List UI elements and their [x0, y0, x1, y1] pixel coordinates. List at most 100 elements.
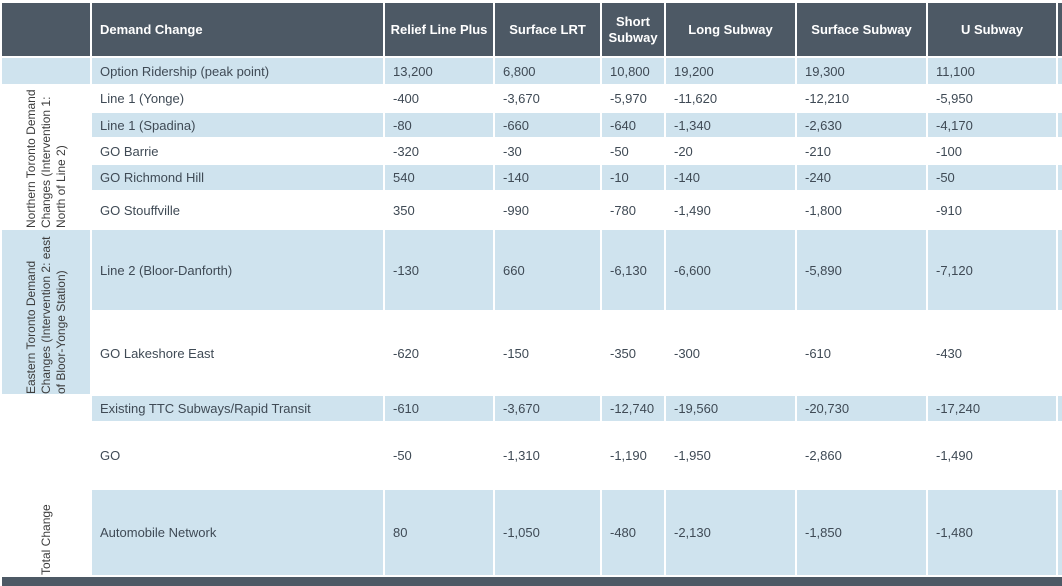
column-header-short-subway: Short Subway	[602, 3, 664, 56]
data-cell: -130	[385, 230, 493, 310]
data-cell: -320	[393, 143, 420, 159]
data-cell: -5,970	[610, 91, 647, 106]
header-cutoff-column	[1058, 3, 1062, 56]
data-cell: -3,670	[495, 396, 600, 421]
data-cell: 80	[385, 490, 493, 575]
data-cell: -4,170	[928, 113, 1056, 137]
data-cell: -350	[610, 345, 637, 361]
row-label: Option Ridership (peak point)	[92, 58, 383, 84]
section-label-total-change: Total Change	[2, 396, 90, 575]
data-cell: -12,740	[602, 396, 664, 421]
section-label-northern-toronto: Northern Toronto Demand Changes (Interve…	[2, 86, 90, 228]
column-header-surface-lrt: Surface LRT	[495, 3, 600, 56]
sidebar-ridership-cell	[2, 58, 90, 84]
cutoff-cell	[1058, 165, 1062, 190]
data-cell: -20,730	[797, 396, 926, 421]
data-cell: -1,490	[674, 202, 711, 218]
data-cell: -17,240	[928, 396, 1056, 421]
data-cell: -640	[602, 113, 664, 137]
table-bottom-border	[2, 577, 1062, 586]
data-cell: -400	[393, 91, 420, 106]
data-cell: -1,340	[666, 113, 795, 137]
data-cell: -780	[610, 202, 637, 218]
data-cell: 660	[495, 230, 600, 310]
data-cell: -2,130	[666, 490, 795, 575]
cutoff-cell	[1058, 86, 1062, 111]
cutoff-cell	[1058, 139, 1062, 163]
section-label-eastern-toronto: Eastern Toronto Demand Changes (Interven…	[2, 230, 90, 394]
data-cell: -610	[385, 396, 493, 421]
data-cell: -2,860	[805, 448, 842, 463]
data-cell: -1,050	[495, 490, 600, 575]
data-cell: -1,950	[674, 448, 711, 463]
data-cell: -990	[503, 202, 530, 218]
data-cell: -80	[385, 113, 493, 137]
cutoff-cell	[1058, 113, 1062, 137]
data-cell: 19,300	[797, 58, 926, 84]
data-cell: -7,120	[928, 230, 1056, 310]
data-cell: -1,190	[610, 448, 647, 463]
data-cell: -20	[674, 143, 693, 159]
data-cell: -50	[393, 448, 412, 463]
data-cell: -660	[495, 113, 600, 137]
data-cell: -140	[666, 165, 795, 190]
row-label: GO Stouffville	[100, 202, 180, 218]
data-cell: -30	[503, 143, 522, 159]
data-cell: -1,310	[503, 448, 540, 463]
column-header-u-subway: U Subway	[928, 3, 1056, 56]
data-cell: -240	[797, 165, 926, 190]
column-header-surface-subway: Surface Subway	[797, 3, 926, 56]
data-cell: 350	[393, 202, 415, 218]
cutoff-cell	[1058, 396, 1062, 421]
data-cell: -3,670	[503, 91, 540, 106]
row-label: Line 2 (Bloor-Danforth)	[92, 230, 383, 310]
data-cell: -300	[674, 345, 701, 361]
cutoff-cell	[1058, 423, 1062, 488]
data-cell: -1,490	[936, 448, 973, 463]
data-cell: -910	[936, 202, 963, 218]
data-cell: 19,200	[666, 58, 795, 84]
row-label: Existing TTC Subways/Rapid Transit	[92, 396, 383, 421]
cutoff-cell	[1058, 192, 1062, 228]
data-cell: -150	[503, 345, 530, 361]
data-cell: -11,620	[674, 91, 718, 106]
row-label: Line 1 (Yonge)	[100, 91, 185, 106]
data-cell: 13,200	[385, 58, 493, 84]
data-cell: -12,210	[805, 91, 850, 106]
data-cell: 11,100	[928, 58, 1056, 84]
data-cell: -1,850	[797, 490, 926, 575]
column-header-relief-line-plus: Relief Line Plus	[385, 3, 493, 56]
data-cell: -10	[602, 165, 664, 190]
data-cell: 6,800	[495, 58, 600, 84]
row-label: Line 1 (Spadina)	[92, 113, 383, 137]
data-cell: -6,130	[602, 230, 664, 310]
data-cell: -480	[602, 490, 664, 575]
row-label: GO Richmond Hill	[92, 165, 383, 190]
data-cell: -50	[928, 165, 1056, 190]
column-header-demand-change: Demand Change	[92, 3, 383, 56]
header-corner-cell	[2, 3, 90, 56]
data-cell: -5,950	[936, 91, 973, 106]
section-label-northern-toronto-text: Northern Toronto Demand Changes (Interve…	[23, 89, 68, 228]
data-cell: 10,800	[602, 58, 664, 84]
cutoff-cell	[1058, 490, 1062, 575]
data-cell: -140	[495, 165, 600, 190]
data-cell: -610	[805, 345, 832, 361]
cutoff-cell	[1058, 312, 1062, 394]
data-cell: -2,630	[797, 113, 926, 137]
data-cell: -210	[805, 143, 832, 159]
data-cell: -50	[610, 143, 629, 159]
column-header-long-subway: Long Subway	[666, 3, 795, 56]
data-cell: 540	[385, 165, 493, 190]
data-cell: -430	[936, 345, 963, 361]
row-label: GO Lakeshore East	[100, 345, 215, 361]
cutoff-cell	[1058, 58, 1062, 84]
cutoff-cell	[1058, 230, 1062, 310]
data-cell: -1,800	[805, 202, 842, 218]
data-cell: -5,890	[797, 230, 926, 310]
data-cell: -19,560	[666, 396, 795, 421]
section-label-eastern-toronto-text: Eastern Toronto Demand Changes (Interven…	[23, 236, 68, 394]
row-label: GO Barrie	[100, 143, 159, 159]
data-cell: -1,480	[928, 490, 1056, 575]
